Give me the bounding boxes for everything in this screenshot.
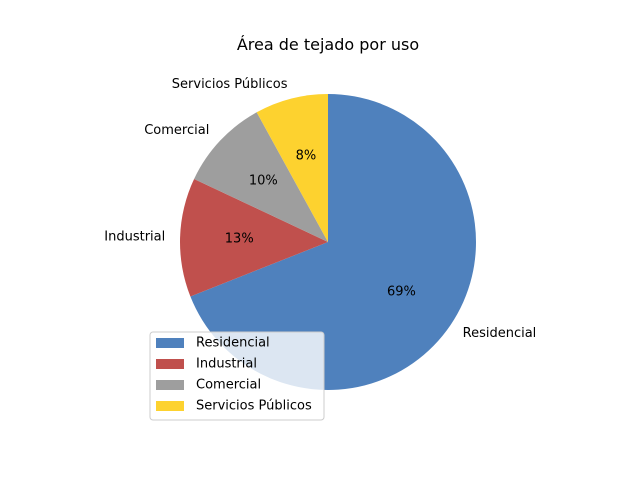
legend: Residencial Industrial Comercial Servicios …	[149, 331, 325, 421]
legend-label-industrial: Industrial	[196, 357, 257, 372]
category-label-residencial: Residencial	[463, 326, 537, 341]
percent-label-industrial: 13%	[225, 232, 254, 247]
percent-label-servicios-publicos: 8%	[296, 148, 317, 163]
category-label-servicios-publicos: Servicios Públicos	[172, 77, 288, 92]
legend-label-servicios-publicos: Servicios Públicos	[196, 399, 312, 414]
pie-slice-comercial	[194, 112, 328, 242]
category-label-industrial: Industrial	[104, 229, 165, 244]
pie-slice-servicios-publicos	[256, 94, 328, 242]
legend-swatch-servicios-publicos	[156, 401, 184, 411]
pie-slice-industrial	[179, 178, 328, 297]
percent-label-residencial: 69%	[387, 284, 416, 299]
pie-slices	[179, 94, 477, 390]
legend-swatch-comercial	[156, 380, 184, 390]
percent-label-comercial: 10%	[249, 174, 278, 189]
legend-box	[149, 331, 325, 421]
legend-swatch-industrial	[156, 359, 184, 369]
category-labels: Residencial Industrial Comercial Servicios …	[104, 77, 536, 341]
legend-entries: Residencial Industrial Comercial Servicios …	[156, 336, 312, 414]
category-label-comercial: Comercial	[144, 123, 209, 138]
percent-labels: 69% 13% 10% 8%	[225, 148, 416, 299]
legend-swatch-residencial	[156, 338, 184, 348]
pie-slice-residencial	[190, 94, 477, 390]
legend-label-comercial: Comercial	[196, 378, 261, 393]
legend-label-residencial: Residencial	[196, 336, 270, 351]
chart-title: Área de tejado por uso	[237, 35, 419, 54]
